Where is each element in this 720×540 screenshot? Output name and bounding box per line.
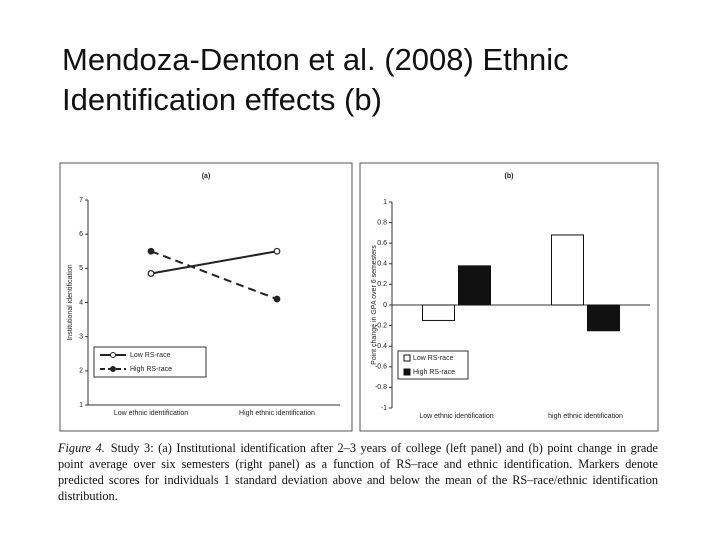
legend-frame bbox=[93, 346, 207, 378]
legend-label: High RS-race bbox=[413, 369, 455, 376]
legend-frame bbox=[397, 350, 469, 380]
caption-label: Figure 4. bbox=[58, 441, 105, 455]
x-tick-label: high ethnic identification bbox=[548, 413, 623, 420]
y-tick-label: -1 bbox=[381, 405, 387, 412]
x-tick-label: Low ethnic identification bbox=[419, 413, 493, 420]
marker bbox=[147, 270, 155, 277]
marker bbox=[273, 295, 281, 303]
legend-swatch bbox=[403, 368, 411, 376]
charts: (a) Institutional identification 1 2 3 4 5 6 7 Lo… bbox=[59, 162, 659, 432]
y-tick-label: -0.4 bbox=[375, 343, 387, 350]
marker bbox=[273, 247, 281, 255]
y-tick-label: 7 bbox=[79, 197, 83, 204]
legend-label: Low RS-race bbox=[413, 355, 454, 362]
y-tick-label: 0.4 bbox=[377, 261, 387, 268]
bar bbox=[551, 234, 584, 306]
slide-title: Mendoza-Denton et al. (2008) Ethnic Iden… bbox=[62, 42, 569, 117]
y-axis-label: Institutional identification bbox=[67, 264, 74, 340]
y-tick-label: 0 bbox=[383, 302, 387, 309]
y-tick-label: 2 bbox=[79, 368, 83, 375]
x-tick-label: High ethnic identification bbox=[239, 410, 315, 417]
y-tick-label: -0.8 bbox=[375, 384, 387, 391]
y-tick-label: 1 bbox=[383, 199, 387, 206]
y-tick-label: 3 bbox=[79, 334, 83, 341]
panel-frame bbox=[359, 162, 659, 432]
legend-marker bbox=[110, 352, 116, 358]
y-tick-label: -0.2 bbox=[375, 322, 387, 329]
panel-title: (b) bbox=[505, 173, 514, 180]
y-tick-label: 0.6 bbox=[377, 240, 387, 247]
bar bbox=[587, 304, 620, 332]
legend-marker bbox=[110, 366, 116, 372]
legend-label: High RS-race bbox=[130, 366, 172, 373]
y-tick-label: 6 bbox=[79, 231, 83, 238]
bar bbox=[422, 304, 455, 321]
y-tick-label: 5 bbox=[79, 265, 83, 272]
y-tick-label: 0.8 bbox=[377, 219, 387, 226]
y-tick-label: 1 bbox=[79, 402, 83, 409]
line bbox=[150, 250, 278, 301]
caption: Figure 4. Study 3: (a) Institutional iden… bbox=[58, 440, 658, 504]
y-axis-label: Point change in GPA over 6 semesters bbox=[371, 245, 378, 365]
y-tick-label: 4 bbox=[79, 299, 83, 306]
legend-swatch bbox=[403, 354, 411, 362]
panel-frame bbox=[59, 162, 353, 432]
marker bbox=[147, 247, 155, 255]
legend-label: Low RS-race bbox=[130, 352, 171, 359]
y-tick-label: -0.6 bbox=[375, 364, 387, 371]
bar bbox=[458, 265, 491, 306]
y-tick-label: 0.2 bbox=[377, 281, 387, 288]
caption-text: Study 3: (a) Institutional identificatio… bbox=[58, 441, 658, 503]
x-tick-label: Low ethnic identification bbox=[114, 410, 188, 417]
panel-title: (a) bbox=[202, 173, 211, 180]
line bbox=[150, 250, 278, 275]
